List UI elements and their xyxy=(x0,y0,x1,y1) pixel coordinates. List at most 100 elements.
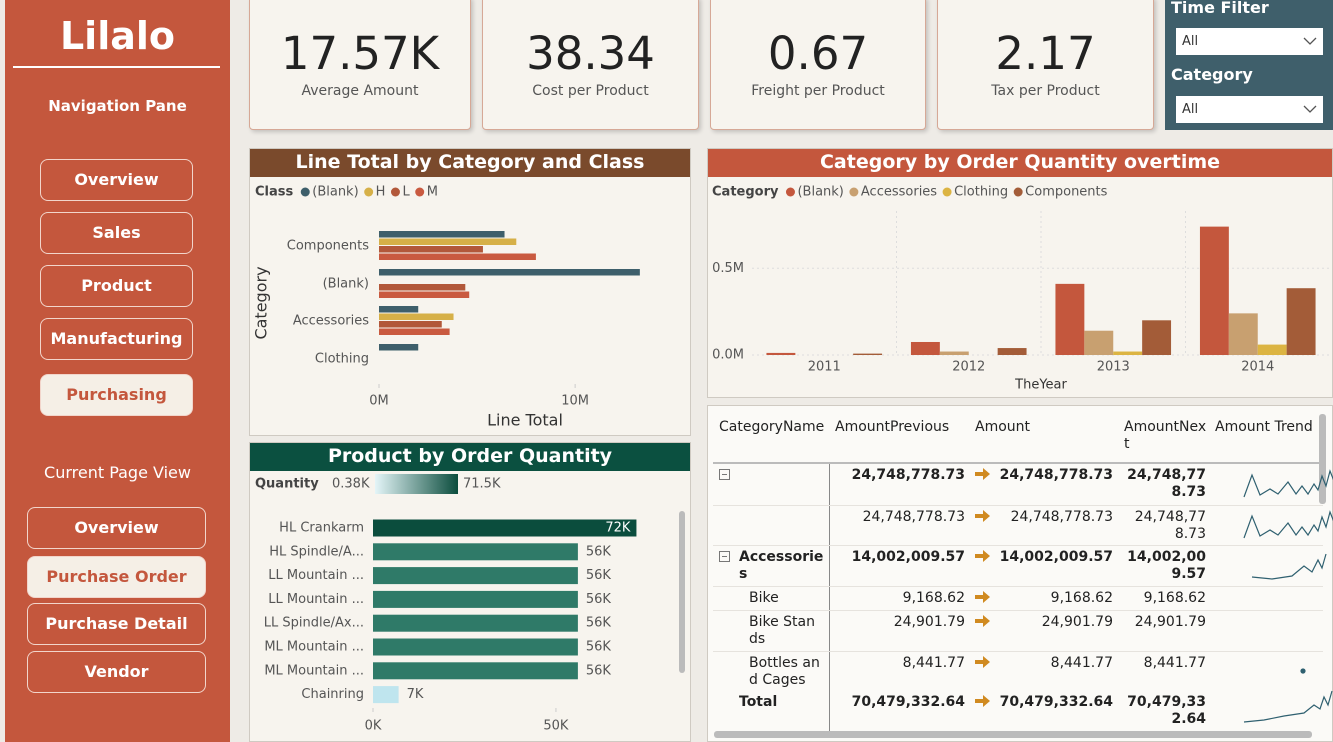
bar xyxy=(1142,320,1172,355)
rule xyxy=(713,586,1323,587)
bar xyxy=(373,662,578,680)
value-label: 56K xyxy=(586,663,612,678)
column-header: CategoryName xyxy=(719,419,825,435)
bar xyxy=(939,351,969,355)
bar xyxy=(997,348,1027,355)
x-tick-label: 0M xyxy=(369,394,389,409)
arrow-icon xyxy=(975,656,990,668)
y-tick-label: ML Mountain ... xyxy=(264,663,364,678)
value-label: 72K xyxy=(605,521,631,536)
value-label: 56K xyxy=(586,640,612,655)
bar xyxy=(373,590,578,608)
logo: Lilalo xyxy=(59,14,176,58)
y-axis-title: Category xyxy=(252,266,271,339)
legend-marker xyxy=(942,187,952,197)
bar xyxy=(379,306,419,313)
x-tick-label: 2011 xyxy=(808,360,841,375)
row-name: Total xyxy=(739,694,778,710)
cell: 24,748,778.73 xyxy=(1010,509,1113,525)
bar xyxy=(1286,288,1316,355)
arrow-icon xyxy=(975,591,990,603)
expand-icon[interactable] xyxy=(719,469,730,480)
cell: 70,479,332.64 xyxy=(999,694,1113,710)
arrow-icon xyxy=(975,695,990,707)
nav-button[interactable]: Manufacturing xyxy=(40,318,193,360)
page-button[interactable]: Purchase Detail xyxy=(27,603,206,645)
page-button[interactable]: Vendor xyxy=(27,651,206,693)
rule xyxy=(713,505,1323,506)
cell: 14,002,009.57 xyxy=(1127,549,1206,582)
cell: 24,748,778.73 xyxy=(999,467,1113,483)
arrow-icon xyxy=(975,510,990,522)
cell: 9,168.62 xyxy=(1143,590,1206,606)
chevron xyxy=(1303,105,1317,113)
legend-label: Accessories xyxy=(861,185,937,200)
bar xyxy=(379,328,450,335)
x-tick-label: 10M xyxy=(561,394,589,409)
cell: 24,748,778.73 xyxy=(851,467,965,483)
legend-marker xyxy=(785,187,795,197)
legend-marker xyxy=(390,187,400,197)
bar xyxy=(379,269,640,276)
cell: 24,901.79 xyxy=(1134,614,1206,630)
chart-title: Line Total by Category and Class xyxy=(250,149,690,177)
cell: 14,002,009.57 xyxy=(999,549,1113,565)
bar xyxy=(373,567,578,585)
y-tick-label: 0.0M xyxy=(712,348,744,363)
legend-max: 71.5K xyxy=(463,477,501,492)
chart-panel: Line Total by Category and Class xyxy=(249,148,691,436)
expand-icon[interactable] xyxy=(719,551,730,562)
y-tick-label: Clothing xyxy=(315,352,369,367)
nav-button[interactable]: Product xyxy=(40,265,193,307)
x-tick-label: 0K xyxy=(365,719,382,734)
dropdown[interactable]: All xyxy=(1176,96,1323,123)
row-name: Bike Stands xyxy=(749,614,815,647)
y-tick-label: LL Mountain ... xyxy=(268,568,364,583)
y-tick-label: Chainring xyxy=(301,687,364,702)
kpi-card: 0.67 Freight per Product xyxy=(710,0,926,130)
sparklines xyxy=(1243,469,1333,723)
rule xyxy=(829,464,830,731)
x-tick-label: 2014 xyxy=(1241,360,1274,375)
y-tick-label: ML Mountain ... xyxy=(264,640,364,655)
dropdown[interactable]: All xyxy=(1176,28,1323,55)
page-button[interactable]: Overview xyxy=(27,507,206,549)
x-tick-label: 50K xyxy=(543,719,569,734)
bar xyxy=(1199,226,1229,355)
bar xyxy=(379,246,483,253)
row-name: Bike xyxy=(749,590,779,606)
scrollbar[interactable] xyxy=(714,731,1312,738)
scrollbar[interactable] xyxy=(679,511,685,673)
bar xyxy=(379,321,442,328)
row-name: Bottles and Cages xyxy=(749,655,820,688)
kpi-label: Cost per Product xyxy=(532,83,649,99)
row-name: Accessories xyxy=(739,549,824,582)
bar xyxy=(1084,330,1114,355)
bar xyxy=(1055,283,1085,355)
bar xyxy=(853,353,883,355)
y-tick-label: Components xyxy=(287,239,369,254)
nav-button[interactable]: Overview xyxy=(40,159,193,201)
bar xyxy=(373,638,578,656)
cell: 8,441.77 xyxy=(1143,655,1206,671)
legend-title: Category xyxy=(712,185,779,200)
kpi-value: 38.34 xyxy=(526,27,655,80)
nav-button[interactable]: Purchasing xyxy=(40,374,193,416)
cell: 8,441.77 xyxy=(1050,655,1113,671)
legend-label: Components xyxy=(1025,185,1107,200)
rule xyxy=(713,610,1323,611)
legend-label: Clothing xyxy=(954,185,1008,200)
table: CategoryName AmountPrevious Amount AmountNe… xyxy=(707,405,1333,742)
scrollbar[interactable] xyxy=(1319,414,1326,504)
cell: 24,901.79 xyxy=(893,614,965,630)
y-tick-label: LL Mountain ... xyxy=(268,592,364,607)
bar xyxy=(1228,313,1258,355)
legend-marker xyxy=(300,187,310,197)
cell: 14,002,009.57 xyxy=(851,549,965,565)
value-label: 56K xyxy=(586,592,612,607)
bar xyxy=(910,341,940,355)
page-button[interactable]: Purchase Order xyxy=(27,556,206,598)
nav-button[interactable]: Sales xyxy=(40,212,193,254)
bar xyxy=(379,231,505,238)
